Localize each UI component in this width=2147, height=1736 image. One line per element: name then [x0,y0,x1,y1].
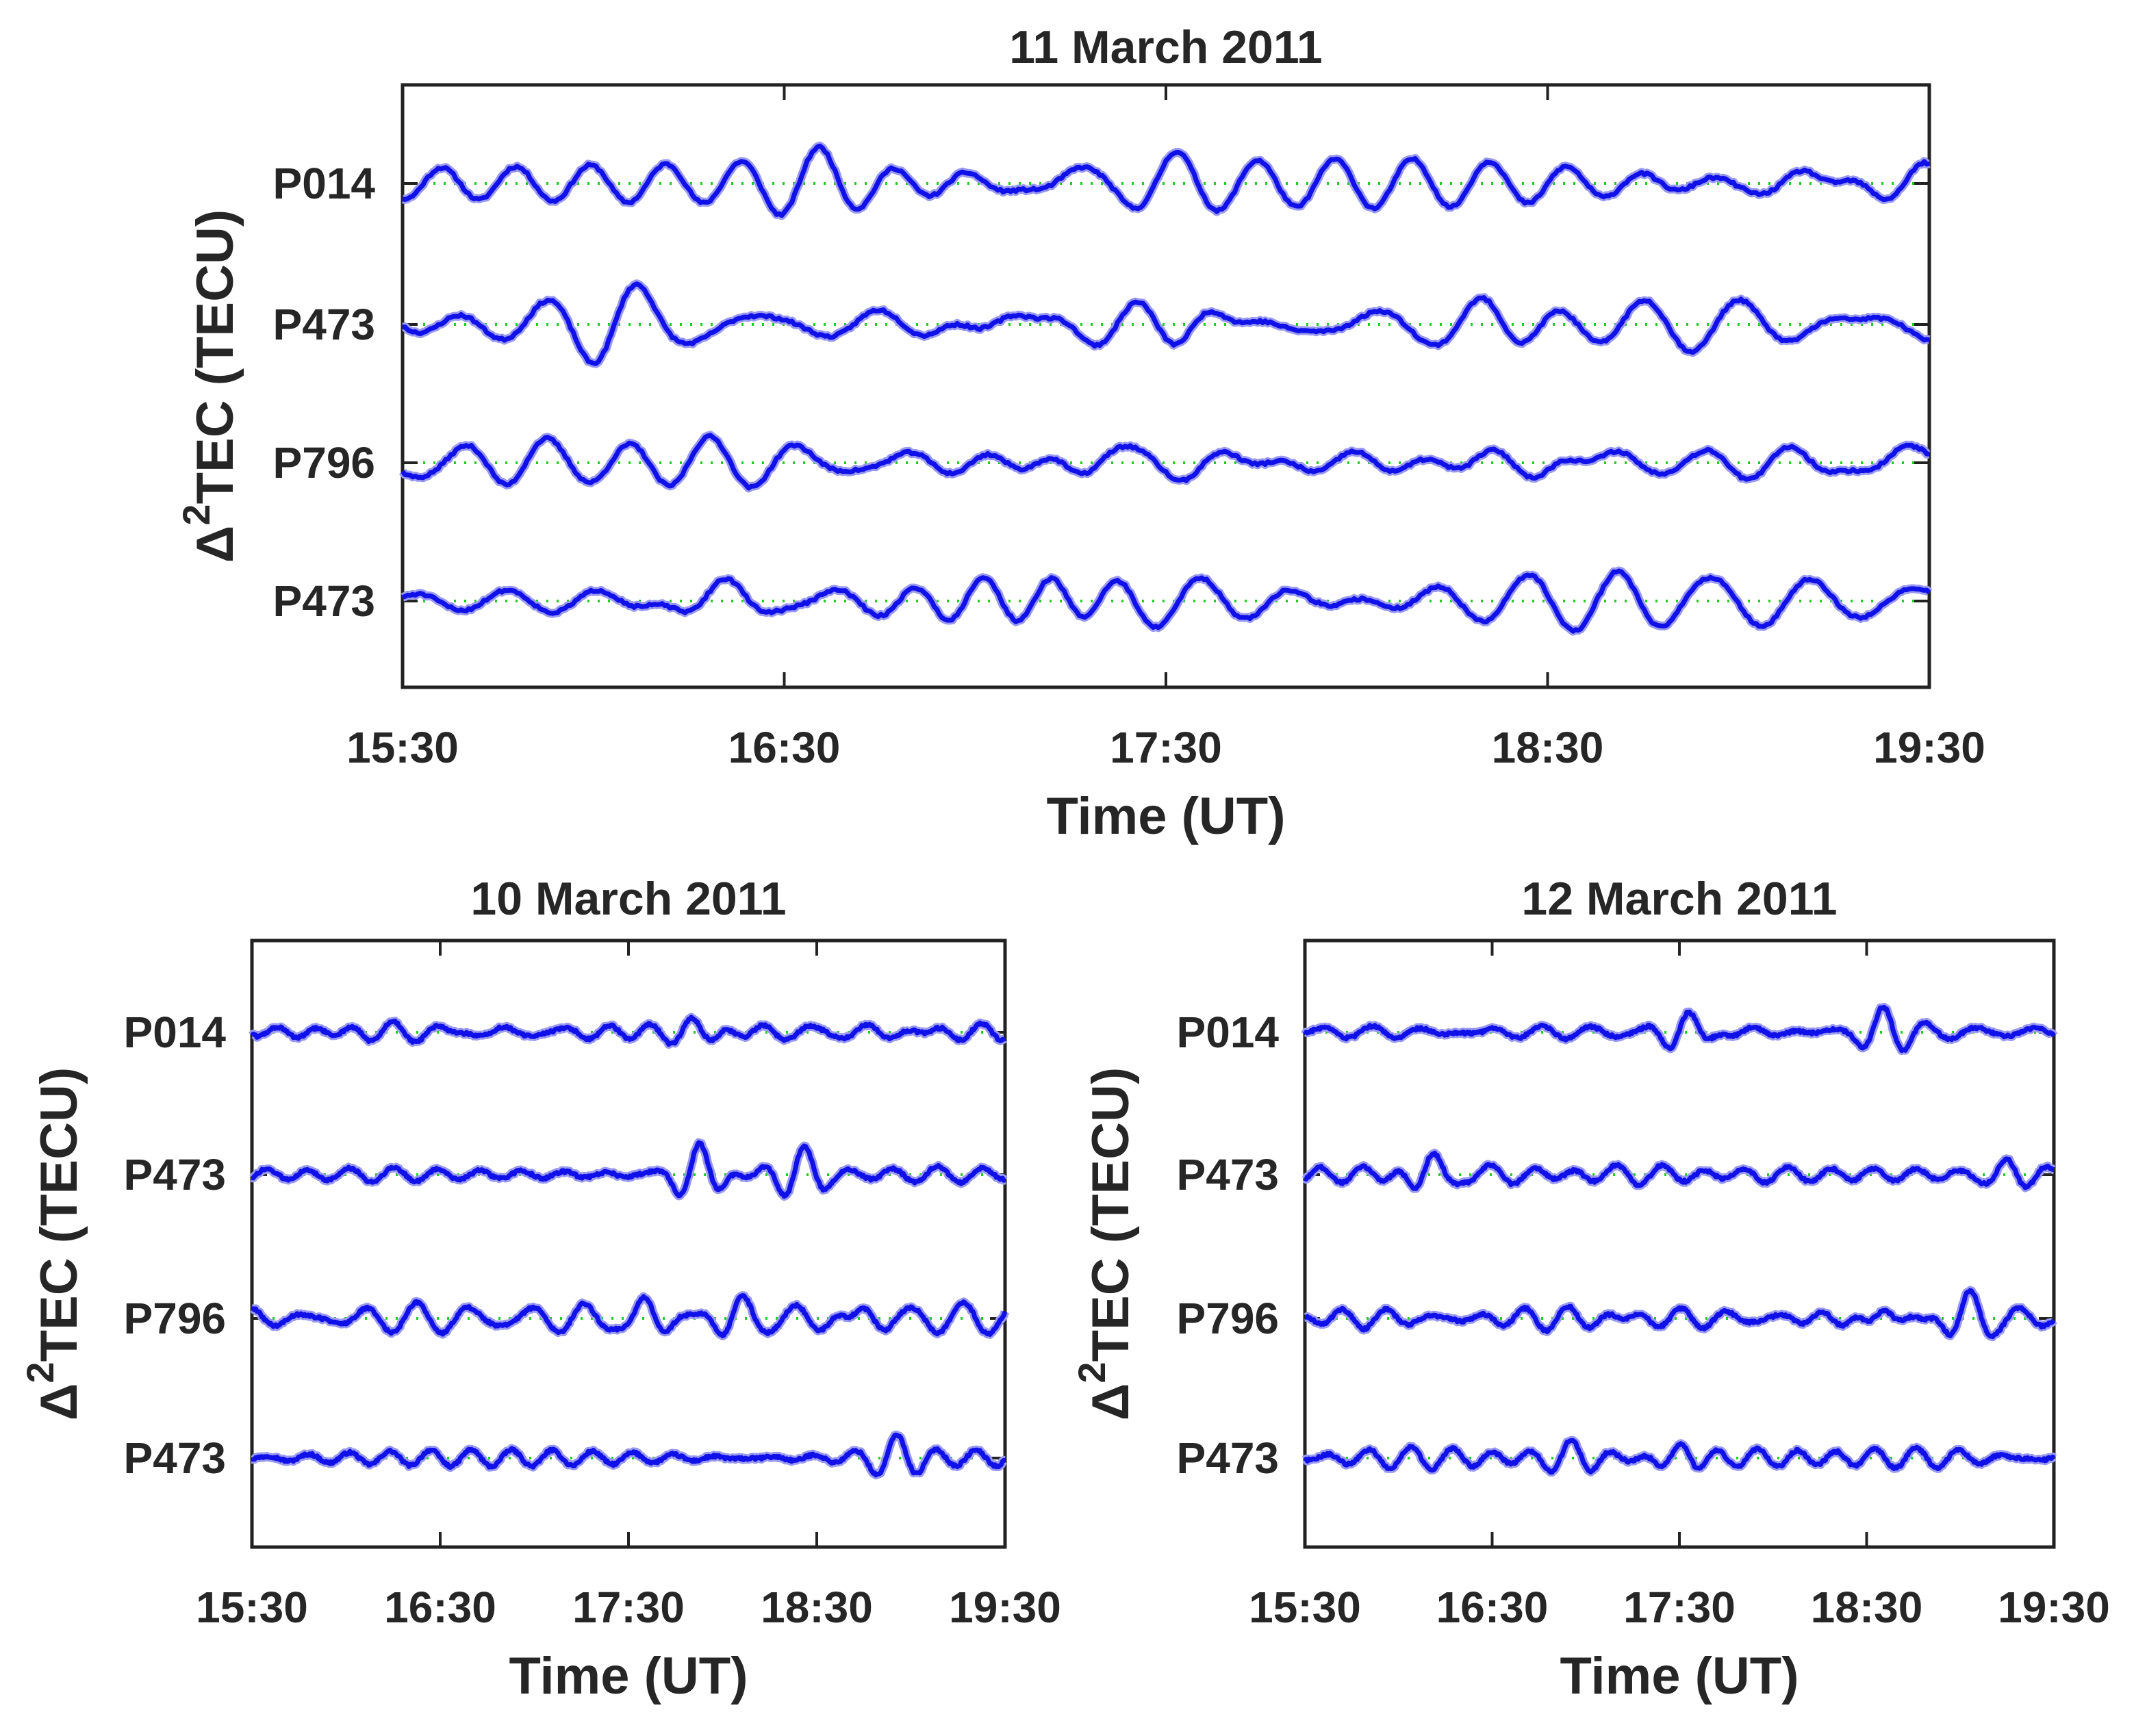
trace-p796-2 [401,433,1930,491]
x-tick-label: 15:30 [1249,1583,1361,1632]
trace-p473-1 [251,1140,1006,1199]
trace-p796-2 [1304,1288,2056,1340]
trace-p473-1 [1304,1151,2055,1191]
trace-halo-2 [249,1291,1010,1340]
panel-title: 11 March 2011 [1009,21,1322,73]
station-label: P473 [124,1433,226,1483]
station-label: P014 [1177,1008,1280,1057]
station-label: P473 [1177,1433,1279,1483]
station-label: P014 [124,1008,227,1057]
station-label: P796 [124,1294,226,1343]
y-label-superscript: 2 [175,504,218,525]
station-label: P473 [273,300,375,349]
y-label-delta: Δ [1082,1383,1140,1421]
x-tick-label: 18:30 [1492,723,1604,772]
x-tick-label: 16:30 [384,1583,496,1632]
trace-p473-1 [402,281,1930,366]
trace-p473-3 [251,1432,1006,1478]
y-label-delta: Δ [186,526,244,563]
panel-title: 12 March 2011 [1521,873,1837,925]
x-tick-label: 19:30 [1873,723,1985,772]
trace-p014-0 [250,1014,1006,1047]
trace-p014-0 [1302,1004,2056,1054]
trace-p473-3 [1303,1438,2056,1475]
station-label: P473 [124,1150,226,1199]
panel-0: 11 March 2011 15:30 16:30 17:30 18:30 19:30 Ti… [175,21,1985,845]
station-label: P473 [1177,1150,1279,1199]
trace-p796-2 [251,1293,1008,1338]
station-label: P473 [273,576,375,626]
x-tick-label: 18:30 [761,1583,873,1632]
y-label-delta: Δ [30,1383,88,1421]
x-axis-label: Time (UT) [1046,787,1285,845]
x-tick-label: 17:30 [572,1583,685,1632]
x-axis-label: Time (UT) [1560,1647,1799,1705]
y-label-superscript: 2 [18,1362,62,1383]
panel-2: 12 March 2011 15:30 16:30 17:30 18:30 19:30 Ti… [1070,873,2110,1705]
x-axis-label: Time (UT) [509,1647,748,1705]
y-axis-label: Δ2TEC (TECU) [175,209,244,563]
axes-box [401,83,1931,689]
y-label-text: TEC (TECU) [186,209,244,505]
x-tick-label: 17:30 [1623,1583,1736,1632]
trace-p014-0 [402,143,1930,218]
x-tick-label: 18:30 [1811,1583,1923,1632]
panel-1: 10 March 2011 15:30 16:30 17:30 18:30 19:30 Ti… [18,873,1061,1705]
panel-title: 10 March 2011 [470,873,786,925]
y-label-superscript: 2 [1070,1362,1113,1383]
x-tick-label: 17:30 [1110,723,1222,772]
trace-halo-1 [401,279,1931,368]
station-label: P014 [273,159,376,208]
trace-p473-3 [401,568,1931,634]
x-tick-label: 16:30 [728,723,841,772]
x-tick-label: 15:30 [196,1583,308,1632]
x-tick-label: 19:30 [1998,1583,2110,1632]
y-axis-label: Δ2TEC (TECU) [1070,1067,1140,1420]
y-axis-label: Δ2TEC (TECU) [18,1067,88,1420]
y-label-text: TEC (TECU) [30,1067,88,1362]
x-tick-label: 16:30 [1436,1583,1549,1632]
station-label: P796 [273,438,375,487]
station-label: P796 [1177,1294,1279,1343]
x-tick-label: 15:30 [346,723,459,772]
y-label-text: TEC (TECU) [1082,1067,1140,1362]
x-tick-label: 19:30 [949,1583,1061,1632]
